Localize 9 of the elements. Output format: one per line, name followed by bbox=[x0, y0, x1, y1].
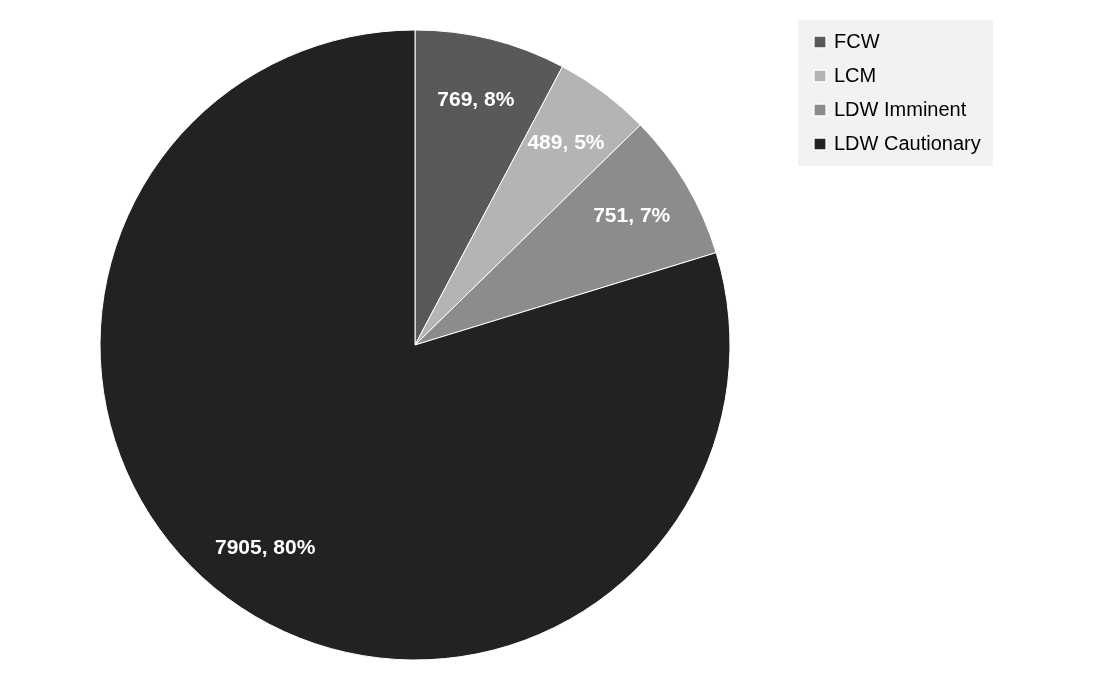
data-label: 769, 8% bbox=[437, 87, 515, 111]
legend-label: LDW Imminent bbox=[834, 98, 967, 120]
data-label: 7905, 80% bbox=[214, 534, 316, 558]
legend-label: LCM bbox=[834, 64, 877, 86]
legend-label: FCW bbox=[834, 30, 880, 52]
data-label: 489, 5% bbox=[527, 130, 605, 154]
data-label: 751, 7% bbox=[593, 203, 671, 227]
pie-slice bbox=[99, 29, 731, 660]
legend-label: LDW Cautionary bbox=[834, 132, 981, 154]
